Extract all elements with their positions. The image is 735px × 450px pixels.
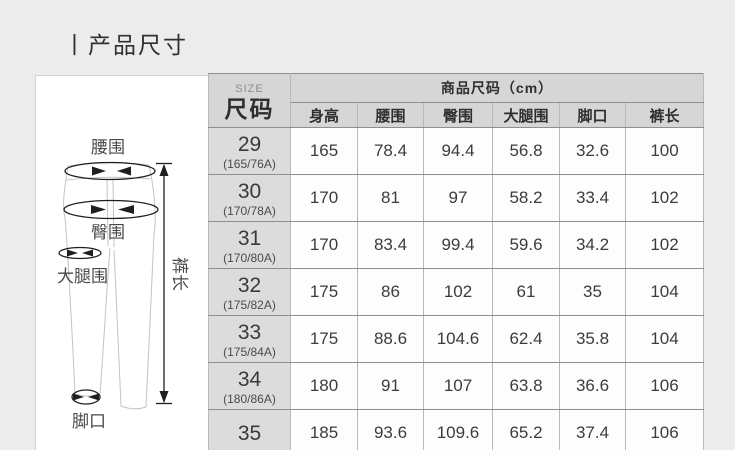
measurement-value: 170 <box>290 174 358 222</box>
size-cell: 34 (180/86A) <box>208 362 291 410</box>
measurement-value: 34.2 <box>559 221 626 269</box>
measurement-value: 35.8 <box>559 315 626 363</box>
measurement-value: 104.6 <box>423 315 493 363</box>
size-spec: (175/84A) <box>223 344 276 359</box>
table-row: 30 (170/78A) 170 81 97 58.2 33.4 102 <box>208 174 705 222</box>
measurement-value: 62.4 <box>492 315 560 363</box>
table-row: 31 (170/80A) 170 83.4 99.4 59.6 34.2 102 <box>208 221 705 269</box>
measurement-value: 59.6 <box>492 221 560 269</box>
measurement-value: 104 <box>624 315 705 363</box>
size-table-body: 29 (165/76A) 165 78.4 94.4 56.8 32.6 100 30 (170/… <box>208 127 705 450</box>
column-header-thigh: 大腿围 <box>492 102 560 128</box>
table-row: 29 (165/76A) 165 78.4 94.4 56.8 32.6 100 <box>208 127 705 175</box>
measurement-value: 63.8 <box>492 362 560 410</box>
measurement-value: 102 <box>423 268 493 316</box>
table-row: 35 185 93.6 109.6 65.2 37.4 106 <box>208 409 705 450</box>
size-cell: 30 (170/78A) <box>208 174 291 222</box>
measurement-value: 78.4 <box>357 127 424 175</box>
measurement-value: 83.4 <box>357 221 424 269</box>
size-spec: (180/86A) <box>223 391 276 406</box>
size-number: 34 <box>237 367 262 391</box>
pants-measurement-diagram: 腰围 臀围 大腿围 脚口 裤长 <box>57 138 189 431</box>
measurement-value: 93.6 <box>357 409 424 450</box>
pants-outline <box>63 162 156 410</box>
measurement-value: 56.8 <box>492 127 560 175</box>
measurement-value: 33.4 <box>559 174 626 222</box>
size-cell: 32 (175/82A) <box>208 268 291 316</box>
size-spec: (165/76A) <box>223 156 276 171</box>
size-spec: (175/82A) <box>223 297 276 312</box>
measurement-value: 81 <box>357 174 424 222</box>
measurement-value: 36.6 <box>559 362 626 410</box>
measurement-value: 61 <box>492 268 560 316</box>
size-spec: (170/80A) <box>223 250 276 265</box>
measurement-marks <box>58 161 172 405</box>
column-header-height: 身高 <box>290 102 358 128</box>
size-number: 31 <box>237 226 262 250</box>
measurement-value: 106 <box>624 409 705 450</box>
pants-diagram-panel: 腰围 臀围 大腿围 脚口 裤长 <box>35 75 208 450</box>
size-number: 35 <box>237 422 262 445</box>
measurement-value: 175 <box>290 315 358 363</box>
measurement-value: 170 <box>290 221 358 269</box>
size-number: 33 <box>237 320 262 344</box>
table-row: 34 (180/86A) 180 91 107 63.8 36.6 106 <box>208 362 705 410</box>
hip-label: 臀围 <box>91 223 125 242</box>
measurement-value: 65.2 <box>492 409 560 450</box>
measurement-value: 37.4 <box>559 409 626 450</box>
table-header-row-columns: 身高 腰围 臀围 大腿围 脚口 裤长 <box>209 102 705 128</box>
measurement-value: 102 <box>624 174 705 222</box>
thigh-label: 大腿围 <box>57 267 108 286</box>
size-header-en: SIZE <box>235 82 264 95</box>
measurement-value: 91 <box>357 362 424 410</box>
pants-length-label: 裤长 <box>170 257 189 291</box>
size-number: 29 <box>237 132 262 156</box>
measurement-value: 107 <box>423 362 493 410</box>
column-header-waist: 腰围 <box>357 102 424 128</box>
size-spec: (170/78A) <box>223 203 276 218</box>
column-header-length: 裤长 <box>624 102 705 128</box>
size-header-cn: 尺码 <box>224 95 275 122</box>
size-number: 32 <box>237 273 262 297</box>
waist-label: 腰围 <box>91 138 125 157</box>
measurement-value: 100 <box>624 127 705 175</box>
size-number: 30 <box>237 179 262 203</box>
measurement-value: 109.6 <box>423 409 493 450</box>
size-cell: 33 (175/84A) <box>208 315 291 363</box>
size-cell: 31 (170/80A) <box>208 221 291 269</box>
size-cell: 29 (165/76A) <box>208 127 291 175</box>
measurement-value: 32.6 <box>559 127 626 175</box>
measurement-value: 86 <box>357 268 424 316</box>
size-table: SIZE 尺码 商品尺码（cm） 身高 腰围 臀围 大腿围 脚口 裤长 29 (1… <box>208 73 705 450</box>
measurement-value: 185 <box>290 409 358 450</box>
page-title: 丨产品尺寸 <box>63 32 188 58</box>
measurement-value: 88.6 <box>357 315 424 363</box>
measurement-value: 97 <box>423 174 493 222</box>
measurement-value: 165 <box>290 127 358 175</box>
measurement-value: 175 <box>290 268 358 316</box>
table-row: 33 (175/84A) 175 88.6 104.6 62.4 35.8 104 <box>208 315 705 363</box>
size-column-header: SIZE 尺码 <box>208 73 291 128</box>
column-header-hem: 脚口 <box>559 102 626 128</box>
measurement-value: 58.2 <box>492 174 560 222</box>
measurement-value: 94.4 <box>423 127 493 175</box>
table-header-row-group: SIZE 尺码 商品尺码（cm） <box>208 73 705 128</box>
group-header: 商品尺码（cm） <box>289 73 705 103</box>
column-header-hip: 臀围 <box>423 102 493 128</box>
measurement-value: 104 <box>624 268 705 316</box>
measurement-value: 102 <box>624 221 705 269</box>
size-cell: 35 <box>208 409 291 450</box>
table-row: 32 (175/82A) 175 86 102 61 35 104 <box>208 268 705 316</box>
measurement-value: 99.4 <box>423 221 493 269</box>
measurement-value: 35 <box>559 268 626 316</box>
measurement-value: 180 <box>290 362 358 410</box>
hem-label: 脚口 <box>72 412 106 431</box>
measurement-value: 106 <box>624 362 705 410</box>
diagram-labels: 腰围 臀围 大腿围 脚口 裤长 <box>57 138 189 431</box>
